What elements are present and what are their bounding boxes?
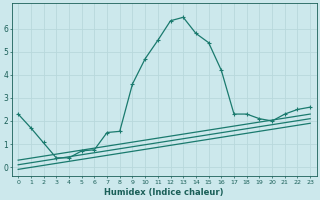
- X-axis label: Humidex (Indice chaleur): Humidex (Indice chaleur): [104, 188, 224, 197]
